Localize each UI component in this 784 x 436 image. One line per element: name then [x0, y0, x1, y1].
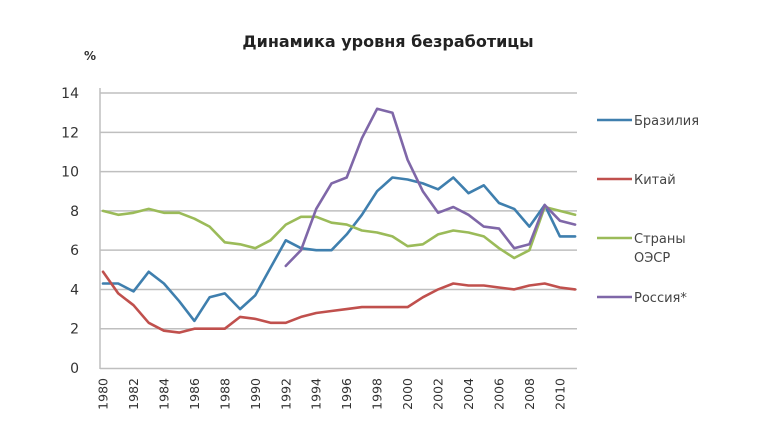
legend-label-brazil: Бразилия: [634, 114, 699, 129]
y-tick-label: 2: [70, 322, 79, 338]
x-tick-label: 1984: [156, 378, 171, 410]
x-tick-label: 2006: [491, 378, 506, 410]
chart-title: Динамика уровня безработицы: [242, 32, 533, 51]
line-china: [101, 270, 577, 334]
legend: Бразилия Китай Страны ОЭСР Россия*: [597, 114, 699, 306]
x-tick-label: 1994: [309, 378, 324, 410]
x-tick-label: 1980: [96, 378, 111, 410]
y-tick-label: 4: [70, 282, 79, 298]
x-tick-label: 1986: [187, 378, 202, 410]
y-axis-unit: %: [84, 49, 96, 63]
x-tick-label: 1992: [278, 378, 293, 410]
x-tick-label: 2002: [431, 378, 446, 410]
x-tick-label: 1998: [370, 378, 385, 410]
x-tick-label: 1996: [339, 378, 354, 410]
x-tick-label: 2010: [552, 378, 567, 410]
y-tick-label: 0: [70, 361, 79, 377]
y-axis-ticks: 0 2 4 6 8 10 12 14: [61, 86, 79, 377]
legend-label-china: Китай: [634, 173, 676, 188]
x-axis-ticks: 1980 1982 1984 1986 1988 1990 1992 1994 1996 1998…: [96, 378, 568, 410]
y-tick-label: 10: [61, 165, 79, 181]
legend-label-russia: Россия*: [634, 291, 687, 306]
y-tick-label: 14: [61, 86, 79, 102]
y-tick-label: 6: [70, 243, 79, 259]
x-tick-label: 2008: [522, 378, 537, 410]
x-tick-label: 1988: [217, 378, 232, 410]
plot-area-frame: [100, 93, 577, 368]
legend-item-oecd: Страны ОЭСР: [597, 232, 686, 266]
gridlines: [100, 92, 577, 330]
y-tick-label: 8: [70, 204, 79, 220]
x-tick-label: 2004: [461, 378, 476, 410]
line-brazil: [101, 176, 577, 323]
series-lines: [101, 107, 577, 334]
legend-item-brazil: Бразилия: [597, 114, 699, 129]
line-russia: [284, 107, 577, 268]
y-tick-label: 12: [61, 125, 79, 141]
line-oecd: [101, 205, 577, 260]
x-tick-label: 1982: [126, 378, 141, 410]
x-tick-label: 1990: [248, 378, 263, 410]
legend-label-oecd-line1: Страны: [634, 232, 686, 247]
legend-item-china: Китай: [597, 173, 676, 188]
legend-item-russia: Россия*: [597, 291, 687, 306]
x-tick-label: 2000: [400, 378, 415, 410]
legend-label-oecd-line2: ОЭСР: [634, 251, 670, 266]
